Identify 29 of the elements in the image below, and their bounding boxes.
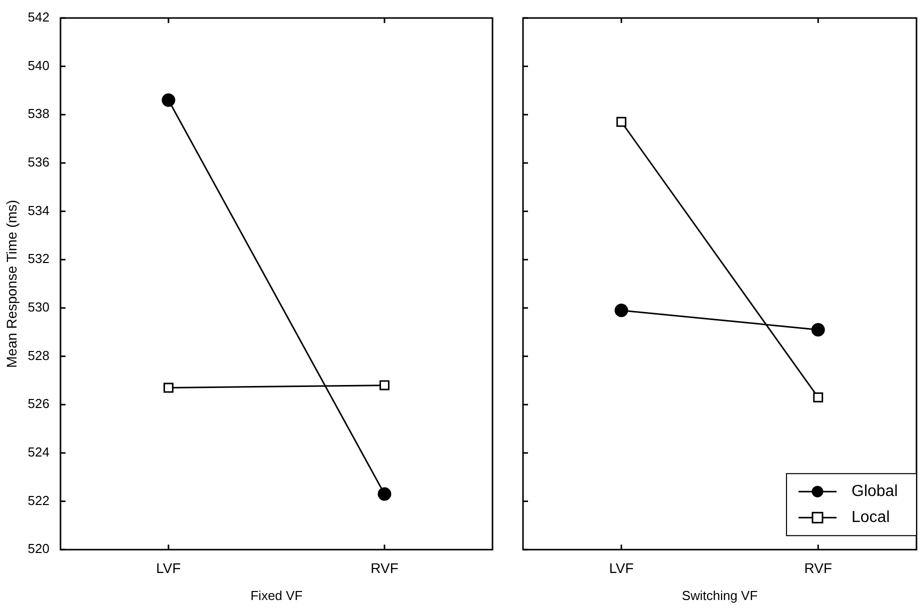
y-tick-label: 522 — [28, 492, 50, 508]
y-tick-label: 520 — [28, 541, 50, 556]
point — [811, 322, 825, 336]
x-axis-title: Switching VF — [682, 588, 758, 603]
point — [614, 304, 628, 318]
x-tick-label: RVF — [804, 560, 832, 576]
y-tick-label: 524 — [28, 444, 50, 460]
y-tick-label: 532 — [28, 251, 50, 266]
y-axis-title: Mean Response Time (ms) — [3, 200, 20, 368]
y-tick-label: 534 — [28, 202, 50, 218]
y-tick-label: 538 — [28, 106, 50, 122]
legend-label: Global — [852, 483, 898, 500]
y-tick-label: 528 — [28, 348, 50, 363]
y-tick-label: 536 — [28, 154, 50, 170]
point — [164, 382, 174, 393]
point — [378, 487, 392, 501]
x-tick-label: RVF — [370, 560, 398, 576]
y-tick-label: 542 — [28, 10, 50, 25]
legend-label: Local — [852, 509, 890, 526]
point — [162, 93, 176, 107]
x-tick-label: LVF — [609, 560, 634, 576]
x-axis-title: Fixed VF — [250, 588, 303, 603]
point — [813, 392, 824, 402]
point — [616, 116, 626, 127]
point — [380, 380, 390, 390]
x-tick-label: LVF — [156, 560, 181, 576]
y-tick-label: 526 — [28, 396, 50, 412]
y-tick-label: 540 — [28, 58, 50, 73]
y-tick-label: 530 — [28, 300, 50, 315]
